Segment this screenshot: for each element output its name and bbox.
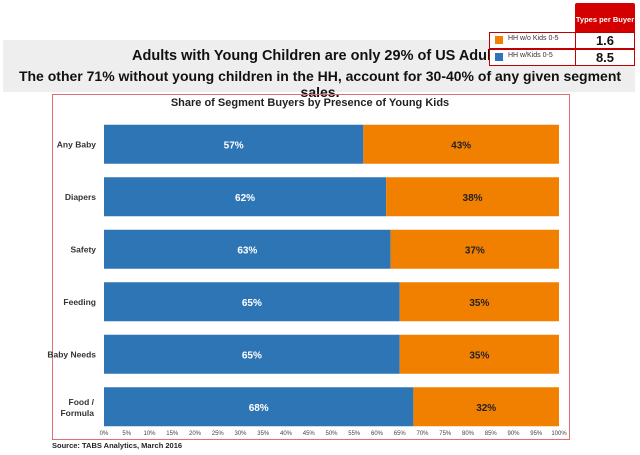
bar-with-kids [104, 282, 400, 322]
category-label: Diapers [65, 192, 96, 202]
data-label: 68% [249, 403, 269, 414]
bar-without-kids [390, 229, 559, 269]
data-label: 57% [224, 140, 244, 151]
bar-without-kids [399, 282, 559, 322]
x-tick-label: 15% [166, 431, 179, 437]
bar-with-kids [104, 334, 400, 374]
data-label: 63% [237, 245, 257, 256]
legend-label-no-kids: HH w/o Kids 0-5 [508, 35, 559, 42]
data-label: 65% [242, 350, 262, 361]
headline-line-1: Adults with Young Children are only 29% … [132, 48, 508, 64]
x-tick-label: 90% [507, 431, 520, 437]
x-tick-label: 0% [100, 431, 109, 437]
category-label: Safety [70, 244, 96, 254]
legend-swatch-kids [495, 53, 503, 61]
category-label: Food / Formula [60, 397, 94, 418]
data-label: 35% [469, 350, 489, 361]
bar-with-kids [104, 177, 387, 217]
x-tick-label: 100% [551, 431, 567, 437]
headline-line-2: The other 71% without young children in … [18, 68, 622, 100]
category-label: Feeding [63, 297, 96, 307]
legend-row-no-kids: HH w/o Kids 0-5 1.6 [489, 32, 635, 49]
data-label: 37% [465, 245, 485, 256]
data-label: 43% [451, 140, 471, 151]
legend-value-kids: 8.5 [575, 49, 635, 66]
x-tick-label: 95% [530, 431, 543, 437]
x-tick-label: 35% [257, 431, 270, 437]
data-label: 62% [235, 193, 255, 204]
x-tick-label: 85% [485, 431, 498, 437]
category-label: Any Baby [57, 139, 96, 149]
x-tick-label: 10% [143, 431, 156, 437]
x-tick-label: 30% [234, 431, 247, 437]
legend-row-kids: HH w/Kids 0-5 8.5 [489, 49, 635, 66]
x-tick-label: 5% [122, 431, 131, 437]
chart-title: Share of Segment Buyers by Presence of Y… [171, 97, 449, 109]
x-tick-label: 20% [189, 431, 202, 437]
x-tick-label: 45% [303, 431, 316, 437]
x-tick-label: 70% [416, 431, 429, 437]
data-label: 38% [463, 193, 483, 204]
data-label: 35% [469, 298, 489, 309]
x-tick-label: 65% [394, 431, 407, 437]
x-tick-label: 25% [212, 431, 225, 437]
x-tick-label: 55% [348, 431, 361, 437]
chart-frame [52, 94, 570, 440]
legend-header: Types per Buyer [575, 3, 635, 35]
x-tick-label: 75% [439, 431, 452, 437]
x-tick-label: 50% [325, 431, 338, 437]
x-tick-label: 60% [371, 431, 384, 437]
bar-without-kids [413, 387, 559, 427]
data-label: 65% [242, 298, 262, 309]
source-note: Source: TABS Analytics, March 2016 [52, 441, 183, 450]
bar-with-kids [104, 229, 391, 269]
bar-with-kids [104, 124, 364, 164]
bar-without-kids [386, 177, 559, 217]
legend-swatch-no-kids [495, 36, 503, 44]
legend-value-no-kids: 1.6 [575, 32, 635, 49]
bar-without-kids [399, 334, 559, 374]
category-label: Baby Needs [47, 349, 96, 359]
data-label: 32% [476, 403, 496, 414]
x-tick-label: 40% [280, 431, 293, 437]
legend-label-kids: HH w/Kids 0-5 [508, 52, 553, 59]
bar-with-kids [104, 387, 414, 427]
bar-without-kids [363, 124, 559, 164]
x-tick-label: 80% [462, 431, 475, 437]
